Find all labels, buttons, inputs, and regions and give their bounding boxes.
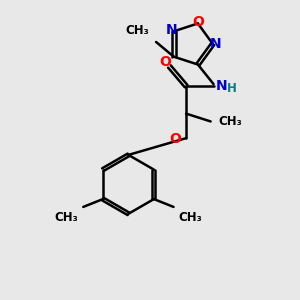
Text: O: O bbox=[169, 132, 181, 146]
Text: H: H bbox=[227, 82, 237, 94]
Text: CH₃: CH₃ bbox=[218, 115, 242, 128]
Text: O: O bbox=[192, 16, 204, 29]
Text: CH₃: CH₃ bbox=[55, 211, 78, 224]
Text: CH₃: CH₃ bbox=[178, 211, 202, 224]
Text: N: N bbox=[216, 79, 227, 93]
Text: N: N bbox=[210, 37, 222, 51]
Text: O: O bbox=[160, 55, 171, 69]
Text: N: N bbox=[166, 23, 178, 37]
Text: CH₃: CH₃ bbox=[125, 24, 149, 37]
